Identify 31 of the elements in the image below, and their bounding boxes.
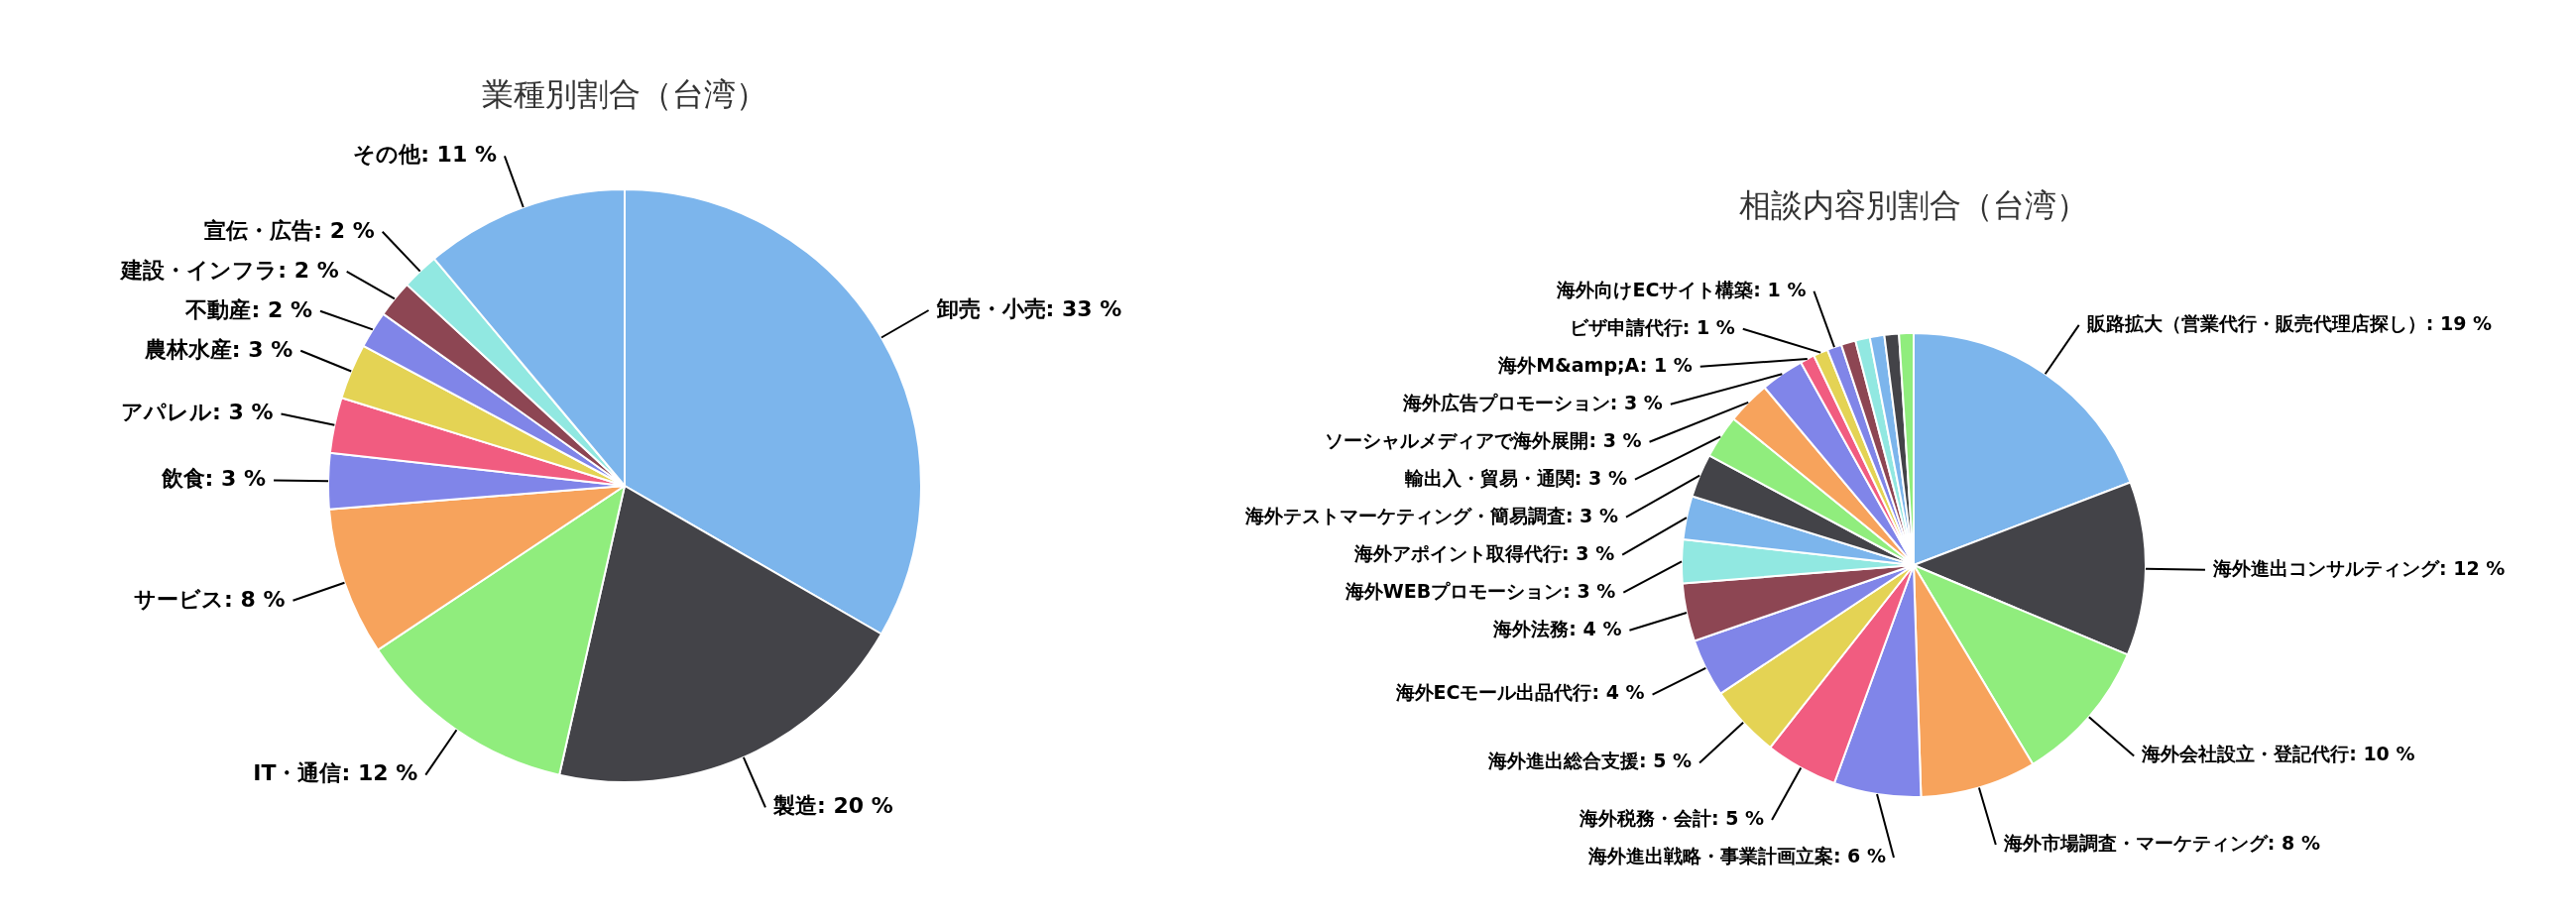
slice-label: 宣伝・広告: 2 % xyxy=(204,217,375,243)
chart-title: 業種別割合（台湾） xyxy=(482,75,767,114)
slice-label: 海外法務: 4 % xyxy=(1492,617,1622,639)
slice-label: 販路拡大（営業代行・販売代理店探し）: 19 % xyxy=(2085,311,2493,334)
slice-label: 建設・インフラ: 2 % xyxy=(119,257,339,283)
slice-label: 海外テストマーケティング・簡易調査: 3 % xyxy=(1243,504,1618,526)
slice-label: 海外税務・会計: 5 % xyxy=(1578,806,1765,829)
slice-label: ソーシャルメディアで海外展開: 3 % xyxy=(1325,428,1642,451)
slice-label: 卸売・小売: 33 % xyxy=(935,295,1122,321)
slice-label: 不動産: 2 % xyxy=(184,296,312,322)
slice-label: 海外進出コンサルティング: 12 % xyxy=(2211,556,2506,579)
slice-label: 輸出入・貿易・通関: 3 % xyxy=(1403,466,1627,489)
slice-label: 農林水産: 3 % xyxy=(143,336,293,362)
chart-title: 相談内容別割合（台湾） xyxy=(1739,186,2088,225)
slice-label: アパレル: 3 % xyxy=(121,400,274,425)
slice-label: 海外WEBプロモーション: 3 % xyxy=(1344,579,1616,602)
slice-label: 海外M&amp;A: 1 % xyxy=(1497,353,1693,376)
slice-label: 海外市場調査・マーケティング: 8 % xyxy=(2002,832,2320,855)
slice-label: 海外向けECサイト構築: 1 % xyxy=(1556,278,1807,300)
slice-label: 海外広告プロモーション: 3 % xyxy=(1401,391,1663,413)
slice-label: サービス: 8 % xyxy=(134,586,286,612)
slice-label: 製造: 20 % xyxy=(771,793,893,819)
slice-label: 海外ECモール出品代行: 4 % xyxy=(1394,681,1645,704)
slice-label: 海外進出戦略・事業計画立案: 6 % xyxy=(1586,844,1886,866)
slice-label: 飲食: 3 % xyxy=(160,466,267,492)
slice-label: ビザ申請代行: 1 % xyxy=(1569,315,1735,338)
slice-label: 海外会社設立・登記代行: 10 % xyxy=(2141,743,2415,765)
slice-label: 海外アポイント取得代行: 3 % xyxy=(1353,541,1615,564)
slice-label: その他: 11 % xyxy=(353,142,497,168)
slice-label: 海外進出総合支援: 5 % xyxy=(1486,750,1693,772)
slice-label: IT・通信: 12 % xyxy=(253,760,418,786)
